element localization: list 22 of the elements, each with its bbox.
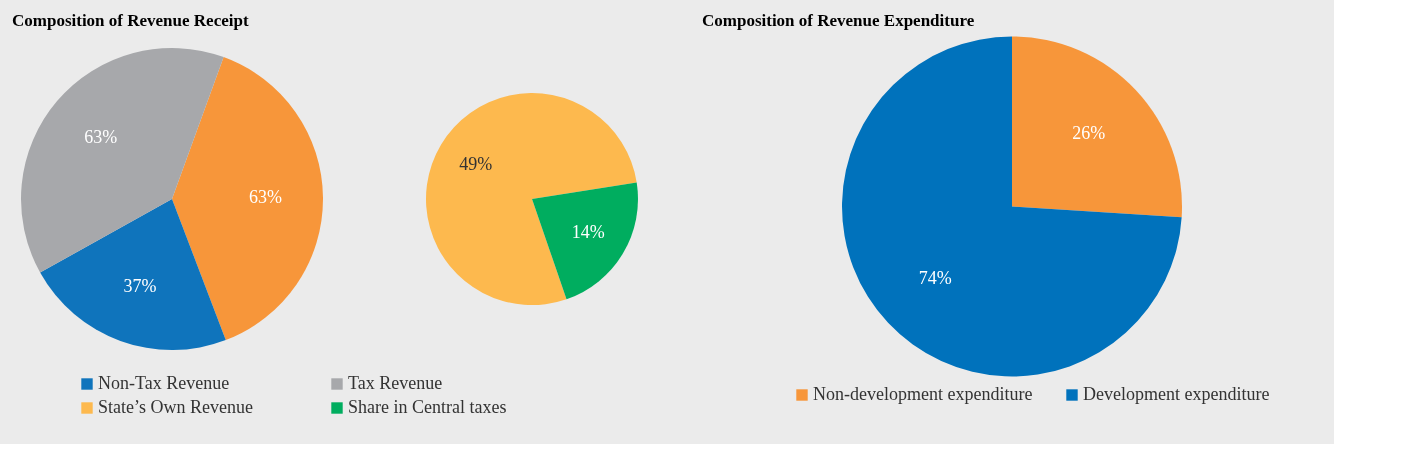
legend-label: Non-Tax Revenue <box>98 373 230 393</box>
chart-title: Composition of Revenue Expenditure <box>702 11 975 30</box>
data-label: 49% <box>459 154 493 175</box>
data-label: 37% <box>123 275 157 296</box>
data-label: 14% <box>571 221 605 242</box>
data-label: 63% <box>249 187 283 208</box>
data-label: 26% <box>1072 123 1106 144</box>
pie-slice <box>40 199 226 350</box>
data-label: 63% <box>84 127 118 148</box>
legend-label: Share in Central taxes <box>348 397 507 417</box>
legend-label: State’s Own Revenue <box>98 397 253 417</box>
data-label: 74% <box>918 267 952 288</box>
chart-title: Composition of Revenue Receipt <box>12 11 249 30</box>
pie-slice <box>1012 36 1182 218</box>
legend-label: Non-development expenditure <box>813 384 1033 404</box>
legend-label: Development expenditure <box>1083 384 1270 404</box>
pie-slice <box>172 57 323 341</box>
pie-slice <box>532 182 638 300</box>
pie-slice <box>426 93 637 305</box>
legend-label: Tax Revenue <box>348 373 443 393</box>
pie-slice <box>21 48 224 273</box>
pie-slice <box>842 36 1182 377</box>
